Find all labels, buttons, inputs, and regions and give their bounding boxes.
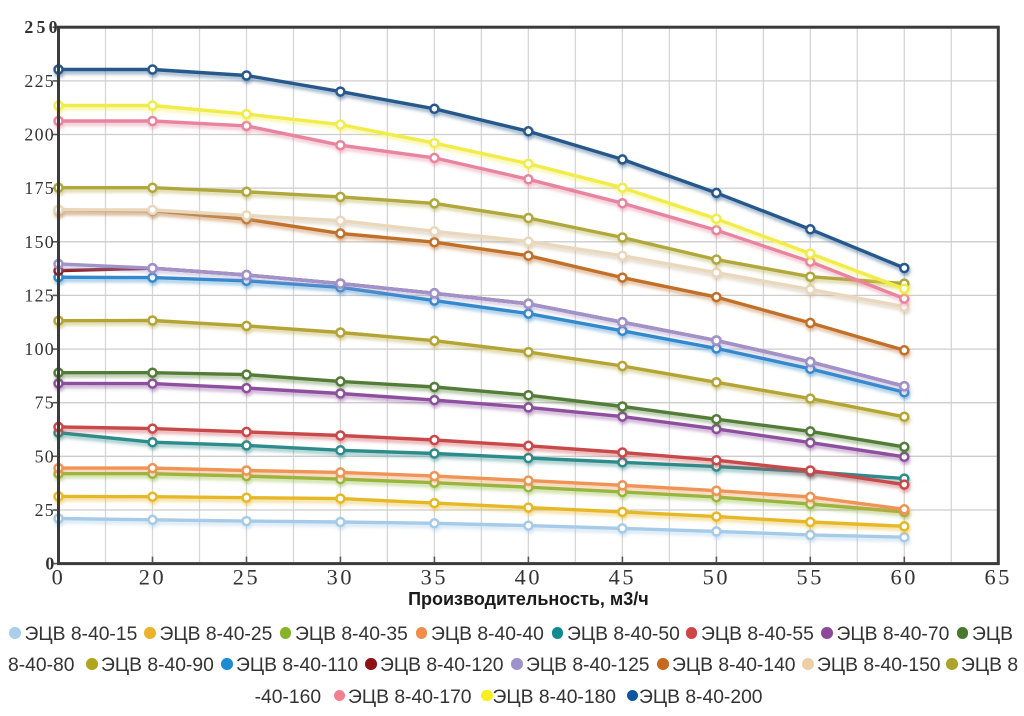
- svg-text:25: 25: [35, 500, 55, 520]
- svg-text:200: 200: [24, 125, 55, 145]
- svg-text:125: 125: [24, 285, 55, 305]
- svg-text:60: 60: [891, 564, 919, 589]
- svg-text:45: 45: [609, 564, 637, 589]
- svg-text:30: 30: [327, 564, 355, 589]
- svg-text:25: 25: [233, 564, 261, 589]
- svg-text:175: 175: [24, 178, 55, 198]
- svg-text:Производительность, м3/ч: Производительность, м3/ч: [408, 589, 649, 609]
- svg-text:20: 20: [139, 564, 167, 589]
- svg-text:225: 225: [24, 71, 55, 91]
- svg-text:65: 65: [985, 564, 1013, 589]
- svg-text:75: 75: [35, 393, 55, 413]
- svg-text:0: 0: [52, 564, 66, 589]
- svg-text:50: 50: [703, 564, 731, 589]
- svg-text:55: 55: [797, 564, 825, 589]
- svg-text:40: 40: [515, 564, 543, 589]
- svg-text:250: 250: [24, 17, 60, 37]
- svg-text:100: 100: [24, 339, 55, 359]
- svg-text:35: 35: [421, 564, 449, 589]
- svg-text:150: 150: [24, 232, 55, 252]
- svg-text:0: 0: [45, 554, 57, 574]
- svg-text:50: 50: [35, 446, 55, 466]
